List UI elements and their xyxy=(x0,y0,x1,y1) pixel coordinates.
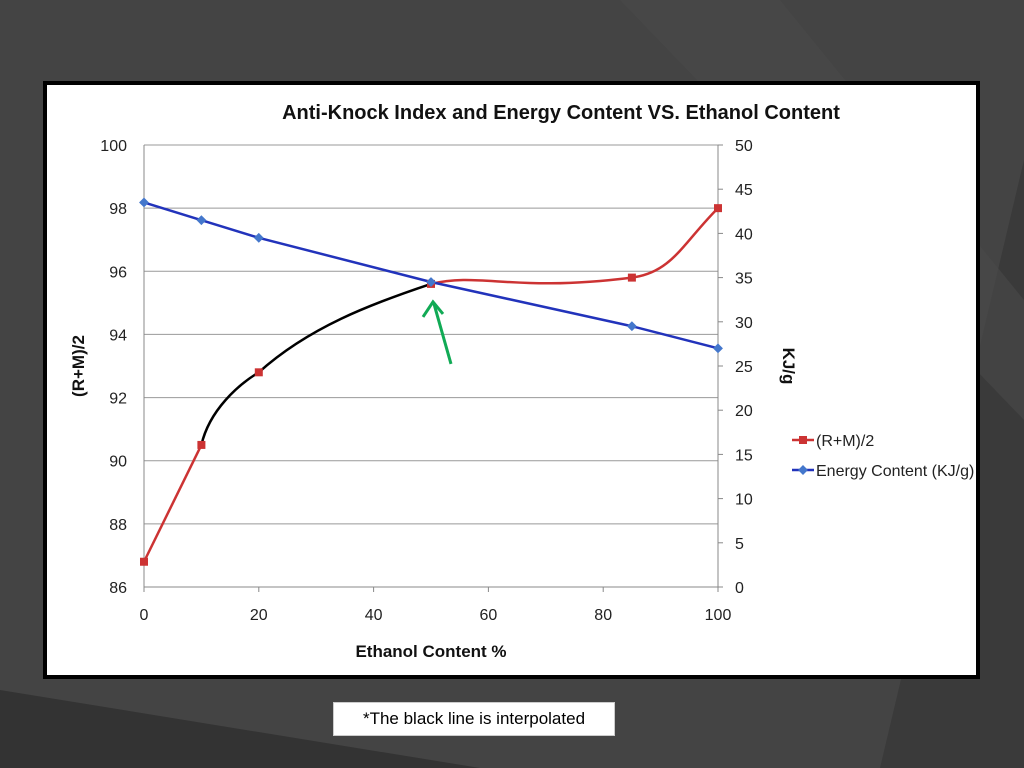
series-energy-point xyxy=(713,343,723,354)
y-tick-label: 98 xyxy=(109,201,127,218)
y2-tick-label: 10 xyxy=(735,492,753,509)
series-rm-point xyxy=(714,204,722,213)
chart-title: Anti-Knock Index and Energy Content VS. … xyxy=(282,102,840,124)
y2-tick-label: 0 xyxy=(735,580,744,597)
x-tick-label: 40 xyxy=(365,607,383,624)
y2-tick-label: 15 xyxy=(735,447,753,464)
series-rm-point xyxy=(254,368,263,377)
chart-frame: 86 88 90 92 94 96 98 100 0 5 10 15 20 25 30 35 40 45 50 0 20… xyxy=(43,81,980,679)
annotation-arrow xyxy=(432,303,453,365)
x-tick-label: 20 xyxy=(250,607,268,624)
y2-tick-label: 40 xyxy=(735,226,753,243)
series-rm-point xyxy=(140,557,148,566)
y-tick-label: 100 xyxy=(100,138,127,155)
legend-rm-marker xyxy=(799,436,807,444)
series-rm-point xyxy=(627,273,636,282)
legend-rm-label: (R+M)/2 xyxy=(816,433,874,450)
y-tick-label: 96 xyxy=(109,264,127,281)
series-energy-point xyxy=(426,277,436,287)
y-tick-label: 90 xyxy=(109,454,127,471)
interpolation-note: *The black line is interpolated xyxy=(333,702,615,736)
y2-tick-label: 5 xyxy=(735,536,744,553)
series-energy-point xyxy=(626,321,637,332)
series-rm-line xyxy=(430,207,719,286)
y2-tick-label: 25 xyxy=(735,359,753,376)
y-tick-label: 88 xyxy=(109,517,127,534)
series-energy-point xyxy=(196,215,207,226)
series-energy-point xyxy=(139,197,149,208)
y2-tick-label: 20 xyxy=(735,403,753,420)
y-tick-label: 86 xyxy=(109,580,127,597)
y2-tick-label: 35 xyxy=(735,271,753,288)
x-tick-label: 60 xyxy=(480,607,498,624)
legend-energy-marker xyxy=(798,465,808,475)
series-rm-line xyxy=(142,444,203,563)
y2-tick-label: 45 xyxy=(735,182,753,199)
y2-tick-label: 50 xyxy=(735,138,753,155)
x-tick-label: 100 xyxy=(705,607,732,624)
series-energy-line xyxy=(143,201,719,350)
series-rm-point xyxy=(197,440,206,449)
x-tick-label: 0 xyxy=(140,607,149,624)
y-tick-label: 92 xyxy=(109,391,127,408)
y2-axis-label: KJ/g xyxy=(779,348,798,385)
y-tick-label: 94 xyxy=(109,327,127,344)
y2-tick-label: 30 xyxy=(735,315,753,332)
interpolated-line xyxy=(200,282,432,446)
y-axis-label: (R+M)/2 xyxy=(69,335,88,397)
chart-panel: 86 88 90 92 94 96 98 100 0 5 10 15 20 25 30 35 40 45 50 0 20… xyxy=(47,85,976,675)
annotation-arrowhead xyxy=(421,299,445,318)
legend-energy-label: Energy Content (KJ/g) xyxy=(816,463,974,480)
x-tick-label: 80 xyxy=(594,607,612,624)
x-axis-label: Ethanol Content % xyxy=(355,642,506,661)
series-energy-point xyxy=(253,232,264,243)
